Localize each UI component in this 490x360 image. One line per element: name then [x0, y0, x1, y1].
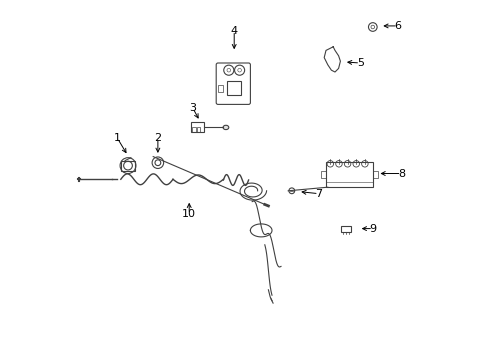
Text: 1: 1	[114, 133, 121, 143]
Text: 9: 9	[369, 224, 377, 234]
Text: 8: 8	[398, 168, 405, 179]
Text: 5: 5	[357, 58, 364, 68]
Text: 6: 6	[394, 21, 401, 31]
Bar	[326, 162, 373, 187]
Text: 7: 7	[315, 189, 322, 199]
Text: 10: 10	[182, 209, 196, 219]
Text: 3: 3	[189, 103, 196, 113]
Bar	[227, 81, 242, 95]
Bar	[191, 122, 204, 132]
Bar	[121, 161, 135, 171]
Bar	[341, 226, 351, 232]
Bar	[373, 171, 378, 178]
Bar	[197, 127, 200, 132]
Text: 2: 2	[154, 133, 161, 143]
Ellipse shape	[223, 125, 229, 130]
Bar	[320, 171, 326, 178]
Bar	[192, 127, 196, 132]
Bar	[218, 85, 223, 92]
Text: 4: 4	[231, 26, 238, 36]
